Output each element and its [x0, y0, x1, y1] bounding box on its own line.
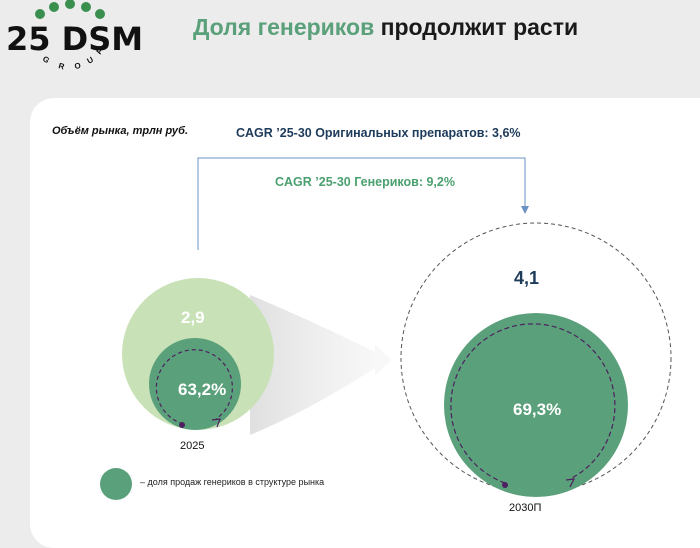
generic-share-2030-circle — [444, 313, 628, 497]
growth-funnel-arrow — [250, 295, 392, 435]
generic-share-2025-value: 63,2% — [178, 380, 227, 399]
logo-graphic: G R O U P — [35, 0, 106, 71]
svg-text:G: G — [41, 54, 51, 65]
share-marker-2025 — [179, 422, 185, 428]
svg-text:R: R — [57, 61, 65, 71]
market-bubbles — [100, 157, 672, 500]
market-2030-value: 4,1 — [514, 268, 540, 288]
logo-text: 25 DSM — [6, 20, 144, 58]
cagr-generics-label: CAGR ’25-30 Генериков: 9,2% — [275, 175, 455, 189]
share-arc-2030 — [450, 323, 616, 484]
generic-share-2025-circle — [149, 338, 241, 430]
year-2025-label: 2025 — [180, 440, 205, 452]
cagr-originals-label: CAGR ’25-30 Оригинальных препаратов: 3,6… — [236, 126, 521, 140]
cagr-connector-arrowhead — [521, 206, 529, 214]
company-logo: G R O U P 25 DSM — [0, 0, 144, 75]
svg-text:U: U — [86, 55, 96, 66]
share-arc-2025 — [155, 349, 233, 425]
page-title: Доля генериков продолжит расти — [193, 14, 578, 41]
cagr-connector-line — [197, 157, 526, 250]
legend-label: – доля продаж генериков в структуре рынк… — [140, 477, 325, 487]
chart-subtitle: Объём рынка, трлн руб. — [52, 125, 189, 137]
share-arc-2025-arrowhead — [211, 418, 221, 428]
share-marker-2030 — [502, 482, 508, 488]
title-rest: продолжит расти — [374, 14, 579, 40]
title-accent: Доля генериков — [193, 14, 375, 40]
generic-share-2030-value: 69,3% — [513, 400, 562, 419]
year-2030-label: 2030П — [509, 502, 542, 514]
svg-text:P: P — [95, 46, 106, 56]
legend-swatch — [100, 468, 132, 500]
share-arc-2030-arrowhead — [565, 478, 576, 488]
market-2025-value: 2,9 — [181, 308, 205, 327]
svg-text:O: O — [74, 61, 82, 71]
